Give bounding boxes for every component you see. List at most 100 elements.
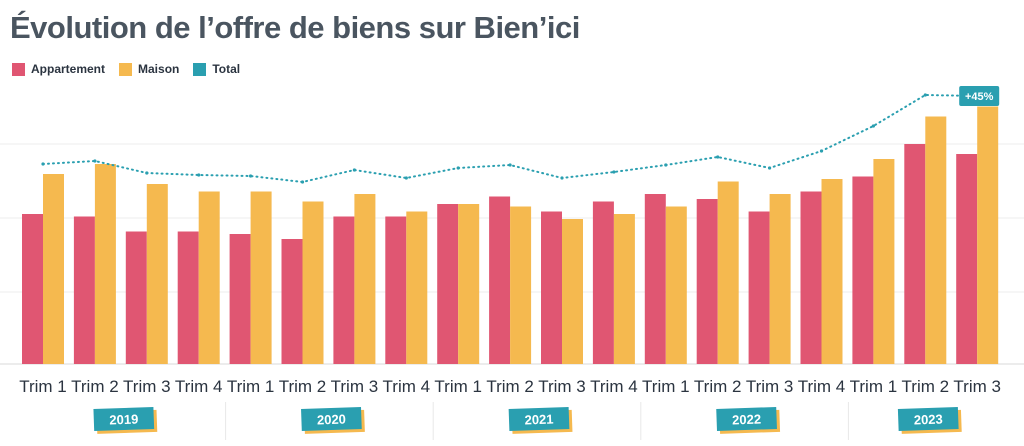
legend-swatch-maison <box>119 62 133 76</box>
legend-item-total: Total <box>193 62 240 76</box>
bar-maison-17 <box>925 116 947 364</box>
line-total <box>42 93 979 184</box>
bar-appartement-6 <box>333 216 355 364</box>
bar-maison-3 <box>198 191 220 364</box>
year-badge-bg-2020 <box>301 406 362 432</box>
bar-maison-9 <box>510 206 532 364</box>
year-label-2020: 2020 <box>317 411 346 427</box>
point-total-17 <box>923 93 927 97</box>
category-label-7: Trim 4 <box>383 377 431 396</box>
legend-label-total: Total <box>212 62 241 76</box>
bar-maison-0 <box>43 174 64 364</box>
bar-maison-14 <box>769 194 791 364</box>
category-label-5: Trim 2 <box>279 377 327 396</box>
point-total-3 <box>197 173 201 177</box>
bar-appartement-13 <box>696 199 718 364</box>
category-label-2: Trim 3 <box>123 377 171 396</box>
bar-maison-5 <box>302 201 324 364</box>
point-total-8 <box>456 166 460 170</box>
bar-appartement-1 <box>73 216 95 364</box>
annotation-badge <box>959 86 1000 106</box>
point-total-14 <box>768 166 772 170</box>
legend-item-maison: Maison <box>119 62 179 76</box>
legend-label-maison: Maison <box>138 62 180 76</box>
bar-appartement-18 <box>956 154 978 364</box>
point-total-0 <box>41 162 45 166</box>
legend-item-appartement: Appartement <box>12 62 105 76</box>
bar-appartement-10 <box>541 211 562 364</box>
point-total-1 <box>93 159 97 163</box>
category-label-1: Trim 2 <box>71 377 119 396</box>
category-label-10: Trim 3 <box>538 377 586 396</box>
legend-swatch-appartement <box>12 62 25 76</box>
point-total-7 <box>404 176 408 180</box>
category-label-0: Trim 1 <box>19 377 67 396</box>
year-badge-2021: 2021 <box>508 406 573 434</box>
bar-maison-11 <box>613 214 635 364</box>
category-label-6: Trim 3 <box>331 377 379 396</box>
point-total-10 <box>560 176 564 180</box>
category-label-9: Trim 2 <box>486 377 534 396</box>
bar-appartement-5 <box>281 239 303 364</box>
category-label-11: Trim 4 <box>590 377 638 396</box>
year-label-2019: 2019 <box>109 411 138 427</box>
legend-swatch-total <box>193 62 207 76</box>
year-label-2022: 2022 <box>732 411 761 427</box>
legend: Appartement Maison Total <box>12 62 240 76</box>
category-label-15: Trim 4 <box>798 377 846 396</box>
bar-appartement-9 <box>489 196 511 364</box>
year-badge-2022: 2022 <box>716 406 781 434</box>
category-label-17: Trim 2 <box>902 377 950 396</box>
chart-title: Évolution de l’offre de biens sur Bien’i… <box>10 10 580 45</box>
annotation-text: +45% <box>965 91 994 103</box>
year-badge-2020: 2020 <box>301 406 365 434</box>
bar-maison-12 <box>665 206 687 364</box>
point-total-12 <box>664 163 668 167</box>
category-label-14: Trim 3 <box>746 377 794 396</box>
point-total-6 <box>352 168 356 172</box>
point-total-11 <box>612 170 616 174</box>
bar-maison-18 <box>977 106 999 364</box>
category-label-13: Trim 2 <box>694 377 742 396</box>
year-badge-2019: 2019 <box>93 406 158 434</box>
bar-appartement-15 <box>800 191 822 364</box>
legend-label-appartement: Appartement <box>31 62 106 76</box>
category-label-3: Trim 4 <box>175 377 223 396</box>
bar-appartement-0 <box>22 214 43 364</box>
bar-maison-13 <box>717 181 739 364</box>
bar-maison-2 <box>146 184 168 364</box>
bar-maison-8 <box>458 204 480 364</box>
category-label-4: Trim 1 <box>227 377 275 396</box>
bar-appartement-4 <box>229 234 251 364</box>
point-total-13 <box>716 155 720 159</box>
bar-maison-6 <box>354 194 376 364</box>
bar-appartement-11 <box>592 201 614 364</box>
bar-appartement-3 <box>177 231 199 364</box>
bar-maison-7 <box>406 211 428 364</box>
bar-maison-16 <box>873 159 895 364</box>
bar-maison-15 <box>821 179 843 364</box>
category-label-12: Trim 1 <box>642 377 690 396</box>
year-label-2023: 2023 <box>914 411 943 427</box>
bar-appartement-8 <box>437 204 459 364</box>
category-label-16: Trim 1 <box>850 377 898 396</box>
point-total-5 <box>300 180 305 184</box>
bar-maison-4 <box>250 191 272 364</box>
point-total-4 <box>249 174 253 178</box>
year-badge-bg-2019 <box>93 406 155 432</box>
year-badge-bg-2023 <box>897 406 959 432</box>
bar-maison-10 <box>562 219 583 364</box>
point-total-15 <box>819 149 824 153</box>
bar-appartement-2 <box>125 231 147 364</box>
year-badge-2023: 2023 <box>897 406 962 434</box>
year-badge-bg-2021 <box>508 406 570 432</box>
bar-maison-1 <box>94 164 116 364</box>
category-label-8: Trim 1 <box>434 377 482 396</box>
point-total-16 <box>871 124 876 128</box>
bar-appartement-7 <box>385 216 407 364</box>
bar-appartement-12 <box>644 194 666 364</box>
bar-appartement-17 <box>904 144 926 364</box>
point-total-2 <box>145 171 149 175</box>
point-total-9 <box>508 163 512 167</box>
